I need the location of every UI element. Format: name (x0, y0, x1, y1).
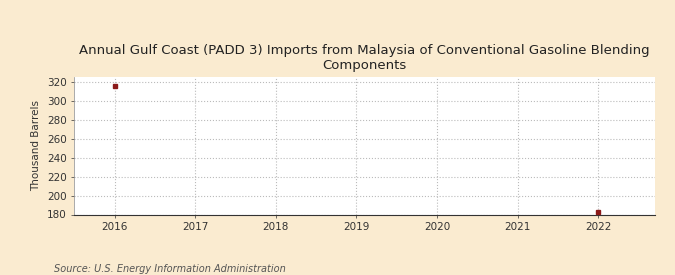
Y-axis label: Thousand Barrels: Thousand Barrels (31, 100, 41, 191)
Text: Source: U.S. Energy Information Administration: Source: U.S. Energy Information Administ… (54, 264, 286, 274)
Title: Annual Gulf Coast (PADD 3) Imports from Malaysia of Conventional Gasoline Blendi: Annual Gulf Coast (PADD 3) Imports from … (79, 44, 650, 72)
